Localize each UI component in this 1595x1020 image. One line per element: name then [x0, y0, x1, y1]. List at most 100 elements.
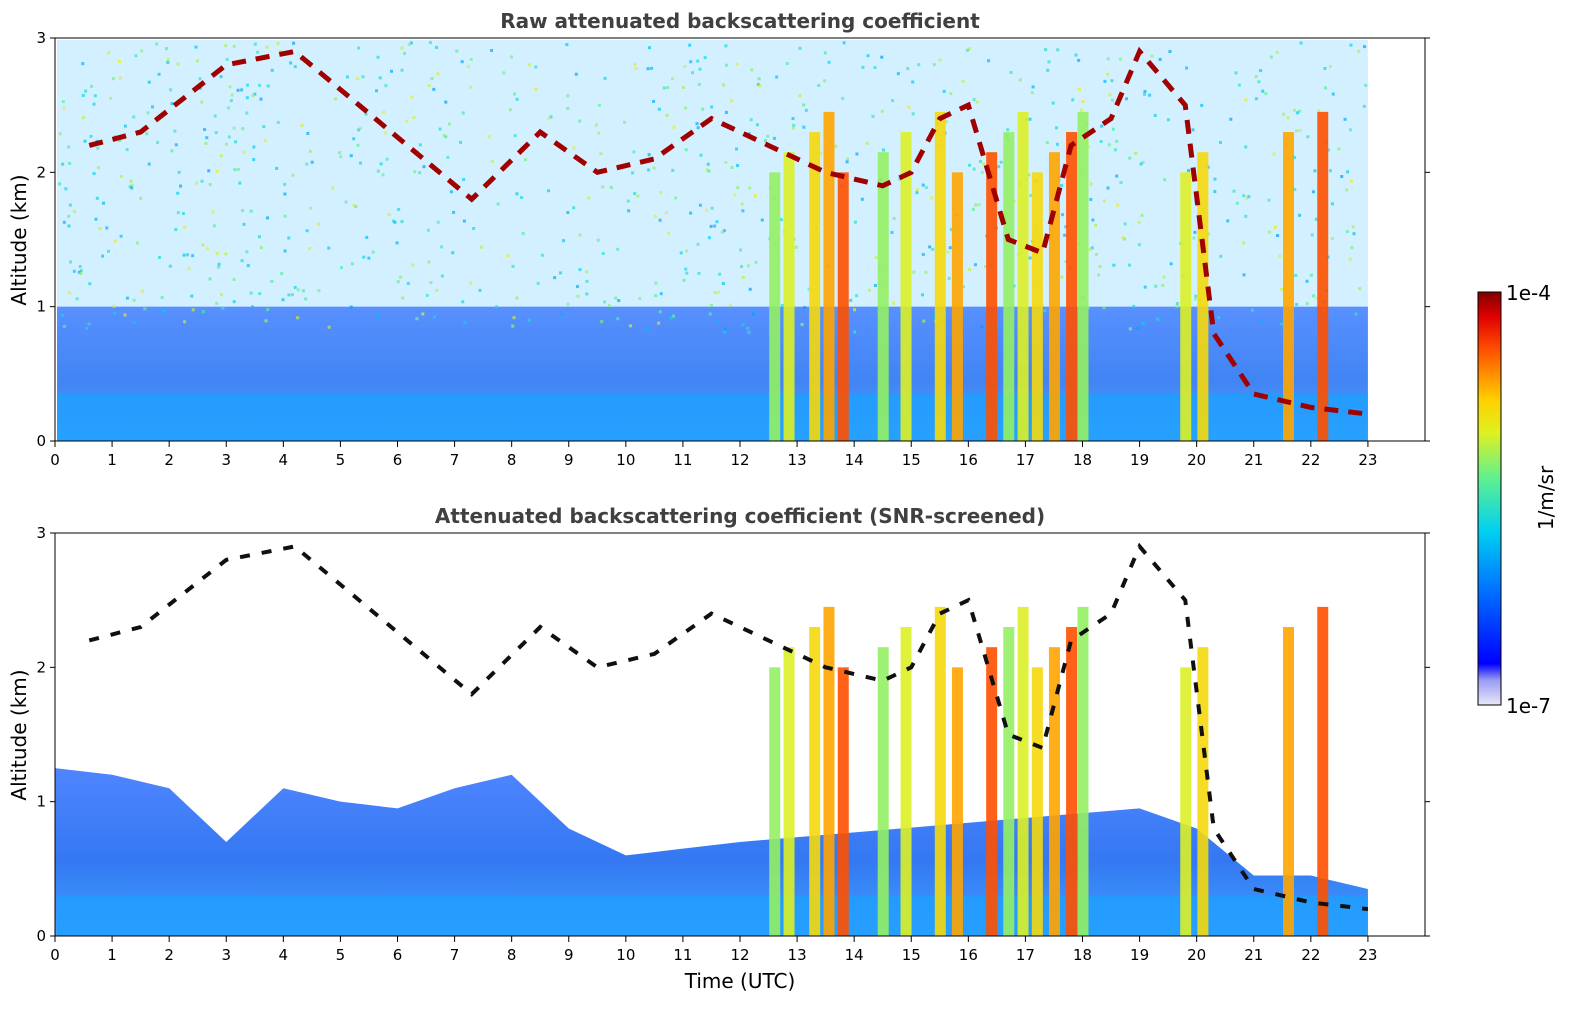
noise-speckle: [971, 207, 975, 211]
noise-speckle: [512, 92, 516, 96]
noise-speckle: [358, 126, 362, 130]
noise-speckle: [1156, 317, 1160, 321]
x-tick-label: 4: [279, 946, 289, 964]
noise-speckle: [562, 239, 566, 243]
noise-speckle: [1261, 89, 1265, 93]
noise-speckle: [309, 206, 313, 210]
x-tick-label: 5: [336, 946, 346, 964]
noise-speckle: [123, 124, 127, 128]
noise-speckle: [1127, 263, 1131, 267]
precipitation-column: [986, 647, 998, 936]
noise-speckle: [357, 128, 361, 132]
noise-speckle: [395, 241, 399, 245]
noise-speckle: [705, 168, 709, 172]
noise-speckle: [1311, 190, 1315, 194]
noise-speckle: [356, 143, 360, 147]
precipitation-column: [1017, 111, 1029, 441]
noise-speckle: [179, 184, 183, 188]
noise-speckle: [266, 216, 270, 220]
x-axis-label: Time (UTC): [684, 969, 796, 993]
colorbar-max-label: 1e-4: [1506, 281, 1551, 305]
noise-speckle: [1137, 220, 1141, 224]
noise-speckle: [1362, 104, 1366, 108]
noise-speckle: [265, 45, 269, 49]
noise-speckle: [181, 212, 185, 216]
noise-speckle: [1229, 117, 1233, 121]
noise-speckle: [948, 246, 952, 250]
noise-speckle: [232, 44, 236, 48]
noise-speckle: [667, 231, 671, 235]
noise-speckle: [638, 297, 642, 301]
noise-speckle: [85, 326, 89, 330]
noise-speckle: [1051, 101, 1055, 105]
x-tick-label: 13: [788, 451, 807, 469]
panel-title: Attenuated backscattering coefficient (S…: [435, 504, 1045, 528]
noise-speckle: [119, 234, 123, 238]
precipitation-column: [769, 172, 781, 442]
precipitation-column: [1077, 111, 1089, 441]
noise-speckle: [607, 304, 611, 308]
noise-speckle: [980, 170, 984, 174]
noise-speckle: [263, 138, 267, 142]
noise-speckle: [912, 270, 916, 274]
noise-speckle: [1192, 236, 1196, 240]
noise-speckle: [713, 291, 717, 295]
noise-speckle: [1028, 117, 1032, 121]
noise-speckle: [382, 110, 386, 114]
noise-speckle: [534, 65, 538, 69]
raw-backscatter-panel: Raw attenuated backscattering coefficien…: [7, 9, 1430, 469]
noise-speckle: [427, 260, 431, 264]
noise-speckle: [1273, 225, 1277, 229]
noise-speckle: [1348, 128, 1352, 132]
x-tick-label: 10: [616, 451, 635, 469]
noise-speckle: [442, 134, 446, 138]
noise-speckle: [164, 47, 168, 51]
noise-speckle: [690, 71, 694, 75]
noise-speckle: [276, 41, 280, 45]
noise-speckle: [204, 141, 208, 145]
noise-speckle: [666, 86, 670, 90]
noise-speckle: [451, 251, 455, 255]
noise-speckle: [173, 129, 177, 133]
noise-speckle: [101, 254, 105, 258]
noise-speckle: [357, 46, 361, 50]
precipitation-column: [1283, 132, 1294, 442]
noise-speckle: [713, 224, 717, 228]
noise-speckle: [1276, 234, 1280, 238]
noise-speckle: [977, 203, 981, 207]
x-tick-label: 13: [788, 946, 807, 964]
noise-speckle: [631, 171, 635, 175]
noise-speckle: [183, 225, 187, 229]
noise-speckle: [317, 222, 321, 226]
noise-speckle: [865, 141, 869, 145]
noise-speckle: [266, 308, 270, 312]
noise-speckle: [658, 218, 662, 222]
noise-speckle: [1259, 69, 1263, 73]
noise-speckle: [938, 58, 942, 62]
noise-speckle: [212, 224, 216, 228]
noise-speckle: [384, 84, 388, 88]
noise-speckle: [490, 48, 494, 52]
noise-speckle: [1143, 92, 1147, 96]
precipitation-column: [1003, 132, 1015, 442]
precipitation-column: [934, 606, 946, 936]
noise-speckle: [672, 314, 676, 318]
noise-speckle: [378, 76, 382, 80]
noise-speckle: [683, 106, 687, 110]
noise-speckle: [671, 77, 675, 81]
x-tick-label: 1: [107, 946, 117, 964]
noise-speckle: [406, 281, 410, 285]
noise-speckle: [1324, 86, 1328, 90]
noise-speckle: [1121, 236, 1125, 240]
noise-speckle: [468, 85, 472, 89]
noise-speckle: [1154, 284, 1158, 288]
noise-speckle: [331, 186, 335, 190]
x-tick-label: 22: [1301, 451, 1320, 469]
noise-speckle: [412, 116, 416, 120]
noise-speckle: [69, 260, 73, 264]
noise-speckle: [931, 314, 935, 318]
noise-speckle: [1282, 112, 1286, 116]
noise-speckle: [1242, 241, 1246, 245]
noise-speckle: [327, 246, 331, 250]
noise-speckle: [576, 294, 580, 298]
